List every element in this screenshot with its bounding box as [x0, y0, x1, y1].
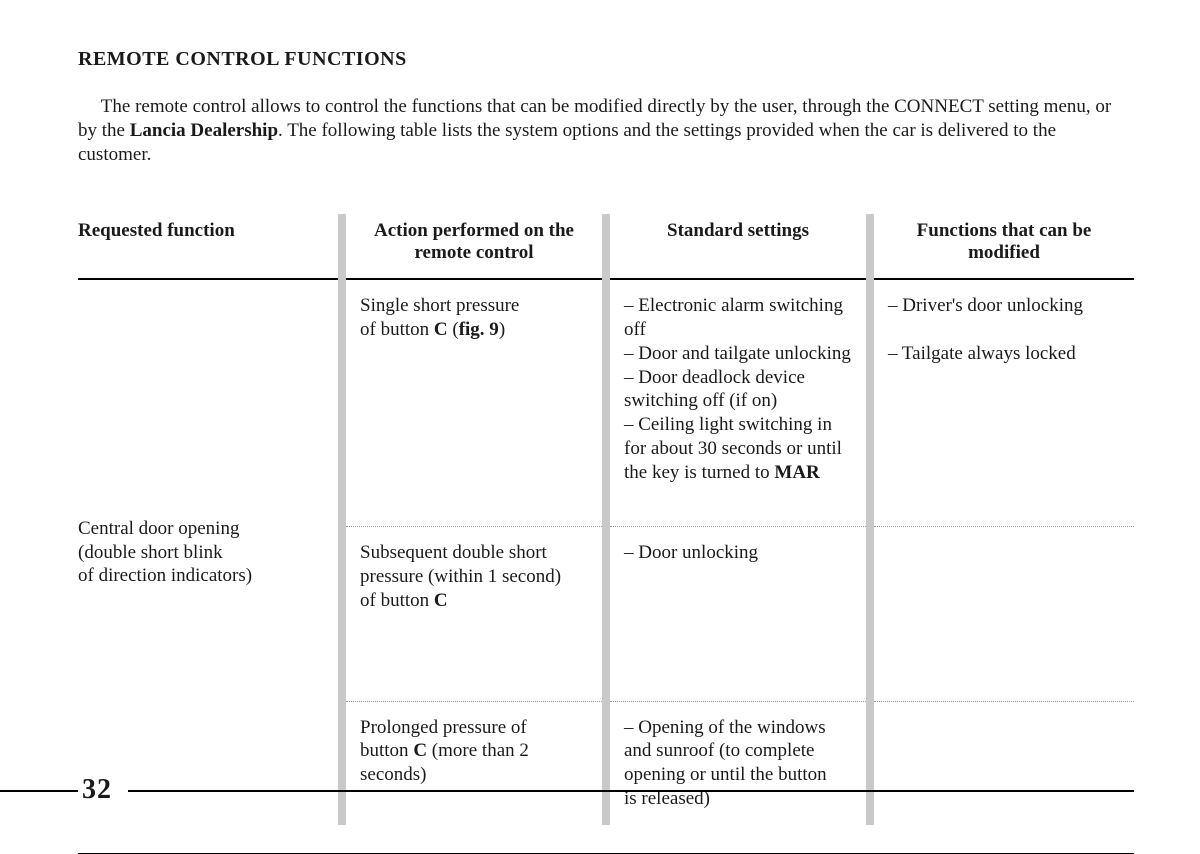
cell-standard: – Opening of the windows and sunroof (to…	[606, 701, 870, 825]
page: REMOTE CONTROL FUNCTIONS The remote cont…	[0, 0, 1200, 848]
cell-modifiable: – Driver's door unlocking – Tailgate alw…	[870, 279, 1134, 498]
th-action: Action performed on the remote control	[342, 214, 606, 278]
page-footer: 32	[0, 778, 1200, 804]
table-row: Central door opening (double short blink…	[78, 279, 1134, 498]
footer-rule-right	[128, 790, 1134, 792]
page-number: 32	[82, 774, 112, 806]
cell-modifiable	[870, 527, 1134, 673]
cell-action: Prolonged pressure of button C (more tha…	[342, 701, 606, 825]
footer-rule-left	[0, 790, 78, 792]
cell-requested-function: Central door opening (double short blink…	[78, 279, 342, 824]
th-requested-function: Requested function	[78, 214, 342, 278]
cell-action: Subsequent double short pressure (within…	[342, 527, 606, 673]
intro-bold: Lancia Dealership	[130, 120, 278, 141]
cell-standard: – Door unlocking	[606, 527, 870, 673]
section-heading: REMOTE CONTROL FUNCTIONS	[78, 48, 1134, 71]
th-modifiable: Functions that can be modified	[870, 214, 1134, 278]
intro-paragraph: The remote control allows to control the…	[78, 95, 1134, 166]
th-standard: Standard settings	[606, 214, 870, 278]
cell-modifiable	[870, 701, 1134, 825]
table-header-row: Requested function Action performed on t…	[78, 214, 1134, 278]
cell-standard: – Electronic alarm switching off – Door …	[606, 279, 870, 498]
cell-action: Single short pressure of button C (fig. …	[342, 279, 606, 498]
functions-table: Requested function Action performed on t…	[78, 214, 1134, 853]
